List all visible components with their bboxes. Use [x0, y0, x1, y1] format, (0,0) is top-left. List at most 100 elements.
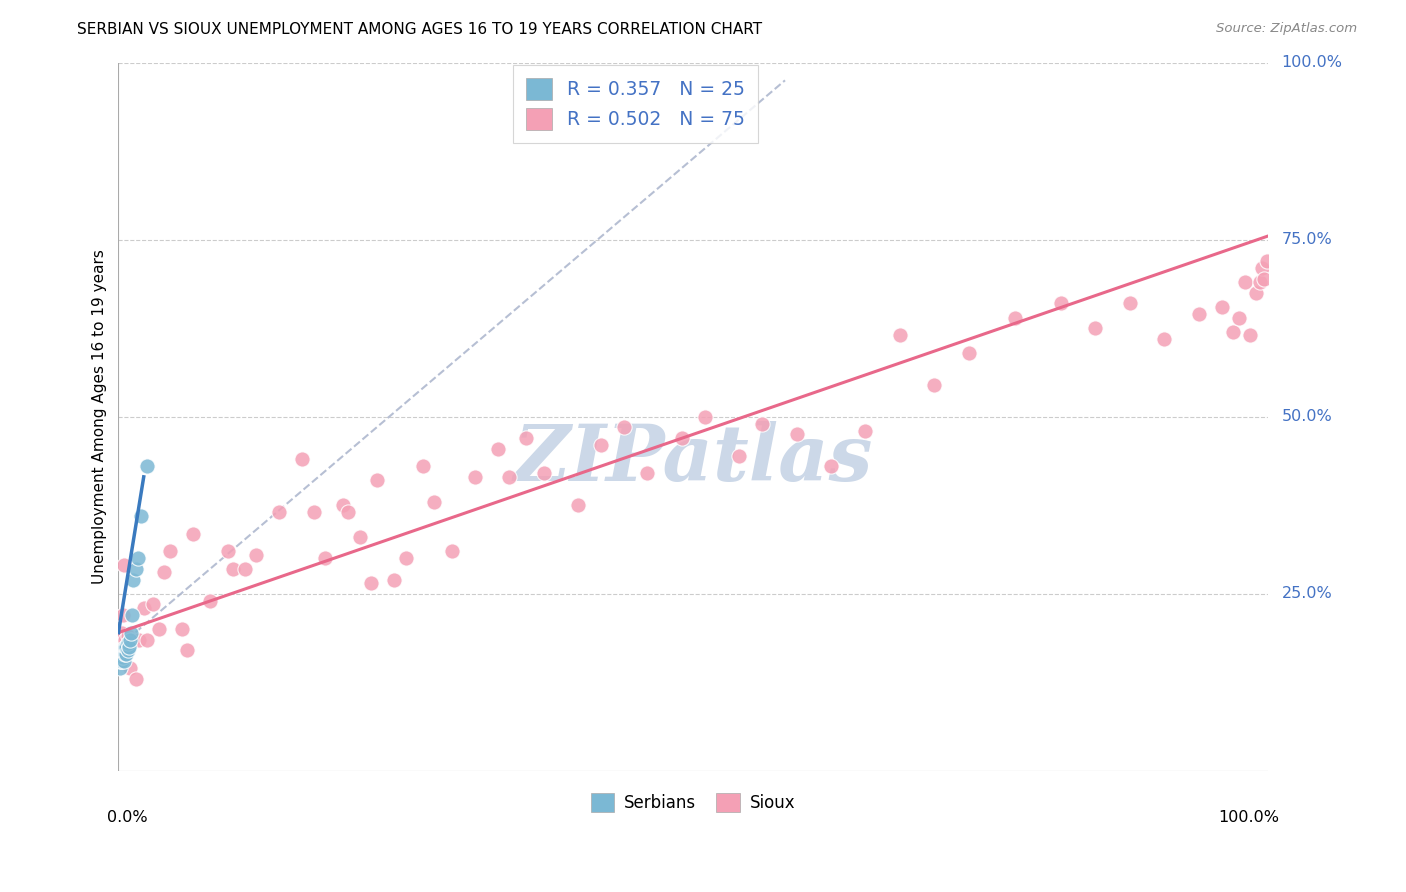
- Point: [515, 431, 537, 445]
- Point: [125, 672, 148, 686]
- Point: [200, 594, 222, 608]
- Point: [751, 417, 773, 431]
- Point: [337, 505, 360, 519]
- Point: [136, 632, 159, 647]
- Text: 75.0%: 75.0%: [1281, 232, 1333, 247]
- Point: [142, 597, 165, 611]
- Point: [108, 654, 131, 668]
- Point: [1227, 310, 1250, 325]
- Point: [1084, 321, 1107, 335]
- Point: [121, 632, 143, 647]
- Point: [115, 640, 138, 654]
- Point: [1256, 253, 1278, 268]
- Point: [1153, 332, 1175, 346]
- Point: [395, 551, 418, 566]
- Point: [245, 548, 267, 562]
- Text: 100.0%: 100.0%: [1218, 810, 1279, 824]
- Point: [222, 562, 245, 576]
- Point: [112, 643, 135, 657]
- Point: [269, 505, 291, 519]
- Point: [120, 625, 142, 640]
- Point: [291, 452, 314, 467]
- Point: [889, 328, 911, 343]
- Point: [233, 562, 256, 576]
- Point: [314, 551, 336, 566]
- Point: [115, 640, 138, 654]
- Point: [1119, 296, 1142, 310]
- Point: [217, 544, 239, 558]
- Point: [1233, 275, 1256, 289]
- Point: [122, 573, 145, 587]
- Point: [125, 562, 148, 576]
- Point: [486, 442, 509, 456]
- Point: [440, 544, 463, 558]
- Point: [533, 467, 555, 481]
- Point: [153, 566, 176, 580]
- Point: [114, 632, 136, 647]
- Point: [118, 632, 141, 647]
- Point: [117, 643, 139, 657]
- Point: [132, 600, 155, 615]
- Point: [1004, 310, 1026, 325]
- Point: [349, 530, 371, 544]
- Point: [1244, 285, 1267, 300]
- Point: [136, 459, 159, 474]
- Point: [111, 625, 134, 640]
- Point: [366, 474, 388, 488]
- Point: [111, 654, 134, 668]
- Y-axis label: Unemployment Among Ages 16 to 19 years: Unemployment Among Ages 16 to 19 years: [93, 249, 107, 584]
- Point: [112, 654, 135, 668]
- Text: 100.0%: 100.0%: [1281, 55, 1343, 70]
- Legend: Serbians, Sioux: Serbians, Sioux: [585, 787, 801, 819]
- Point: [108, 661, 131, 675]
- Point: [112, 650, 135, 665]
- Point: [1222, 325, 1244, 339]
- Point: [636, 467, 658, 481]
- Point: [924, 377, 946, 392]
- Point: [112, 647, 135, 661]
- Point: [131, 508, 153, 523]
- Point: [591, 438, 613, 452]
- Point: [110, 647, 132, 661]
- Point: [111, 650, 134, 665]
- Point: [382, 573, 405, 587]
- Point: [110, 629, 132, 643]
- Point: [1253, 271, 1275, 285]
- Point: [1249, 275, 1271, 289]
- Point: [115, 647, 138, 661]
- Text: Source: ZipAtlas.com: Source: ZipAtlas.com: [1216, 22, 1357, 36]
- Point: [498, 470, 520, 484]
- Point: [121, 607, 143, 622]
- Point: [1050, 296, 1073, 310]
- Point: [128, 632, 150, 647]
- Point: [693, 409, 716, 424]
- Point: [117, 629, 139, 643]
- Text: SERBIAN VS SIOUX UNEMPLOYMENT AMONG AGES 16 TO 19 YEARS CORRELATION CHART: SERBIAN VS SIOUX UNEMPLOYMENT AMONG AGES…: [77, 22, 762, 37]
- Point: [855, 424, 877, 438]
- Point: [728, 449, 751, 463]
- Point: [159, 544, 181, 558]
- Point: [110, 654, 132, 668]
- Point: [114, 647, 136, 661]
- Point: [820, 459, 842, 474]
- Text: 50.0%: 50.0%: [1281, 409, 1333, 425]
- Point: [423, 494, 446, 508]
- Point: [360, 576, 382, 591]
- Point: [148, 622, 170, 636]
- Point: [957, 346, 980, 360]
- Point: [1239, 328, 1261, 343]
- Point: [118, 640, 141, 654]
- Point: [114, 640, 136, 654]
- Point: [181, 526, 204, 541]
- Point: [117, 636, 139, 650]
- Point: [1211, 300, 1233, 314]
- Point: [613, 420, 636, 434]
- Text: 0.0%: 0.0%: [107, 810, 148, 824]
- Point: [127, 551, 149, 566]
- Point: [567, 498, 589, 512]
- Point: [786, 427, 808, 442]
- Text: 25.0%: 25.0%: [1281, 586, 1333, 601]
- Point: [412, 459, 434, 474]
- Point: [332, 498, 354, 512]
- Point: [1251, 260, 1274, 275]
